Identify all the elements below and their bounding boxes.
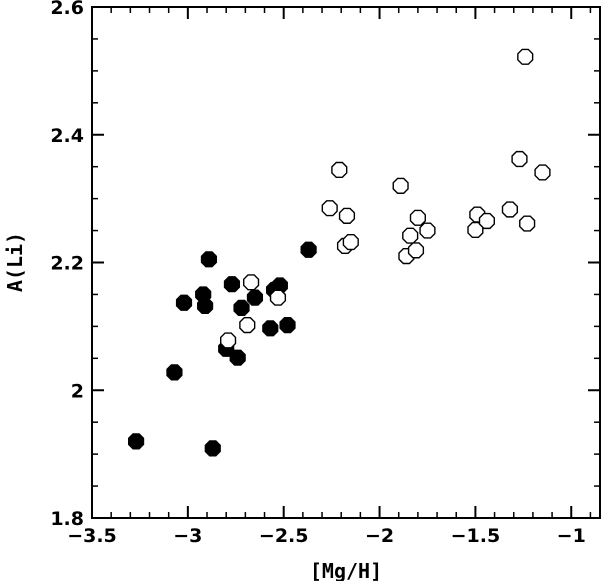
filled-data-point: [246, 289, 264, 306]
y-tick-label: 2.6: [50, 0, 84, 19]
x-tick-label: −3: [173, 525, 202, 547]
filled-data-point: [197, 297, 214, 315]
x-axis-label: [Mg/H]: [310, 559, 382, 581]
open-data-point: [517, 48, 534, 65]
x-tick-label: −3.5: [67, 525, 117, 547]
open-data-point: [419, 222, 436, 239]
x-tick-label: −1.5: [451, 525, 501, 547]
open-data-point: [220, 332, 237, 349]
open-data-point: [321, 200, 338, 217]
open-data-point: [243, 274, 260, 291]
filled-data-point: [200, 251, 218, 268]
filled-data-point: [166, 364, 183, 381]
open-data-point: [501, 201, 518, 218]
filled-data-point: [127, 433, 145, 450]
open-data-point: [338, 207, 356, 224]
x-tick-label: −2: [365, 525, 394, 547]
filled-data-point: [229, 349, 246, 366]
x-tick-label: −2.5: [259, 525, 309, 547]
axis-tick-labels: −3.5 −3 −2.5 −2 −1.5 −1 1.8 2 2.2 2.4 2.6: [50, 0, 585, 547]
filled-data-point: [223, 276, 241, 293]
filled-data-point: [300, 241, 317, 258]
filled-data-point: [204, 440, 221, 457]
filled-data-point: [233, 299, 250, 316]
x-tick-label: −1: [557, 525, 586, 547]
y-tick-label: 2.4: [50, 125, 84, 147]
filled-data-point: [262, 320, 279, 337]
open-data-point: [409, 209, 426, 226]
y-tick-label: 1.8: [50, 508, 84, 530]
plot-frame: [91, 6, 601, 519]
data-points: [127, 48, 551, 457]
open-data-point: [402, 227, 419, 244]
open-data-point: [407, 242, 425, 259]
filled-data-point: [279, 317, 296, 334]
y-axis-label: A(Li): [3, 232, 27, 292]
y-tick-label: 2.2: [50, 253, 84, 275]
open-data-point: [331, 161, 348, 178]
open-data-point: [342, 233, 359, 251]
y-tick-label: 2: [71, 380, 84, 402]
open-data-point: [392, 177, 409, 194]
open-data-point: [478, 212, 495, 230]
open-data-point: [534, 164, 551, 181]
open-data-point: [239, 317, 256, 334]
filled-data-point: [175, 294, 193, 311]
open-data-point: [519, 215, 536, 232]
open-data-point: [269, 289, 287, 306]
axis-ticks: [91, 6, 600, 519]
open-data-point: [511, 150, 528, 168]
